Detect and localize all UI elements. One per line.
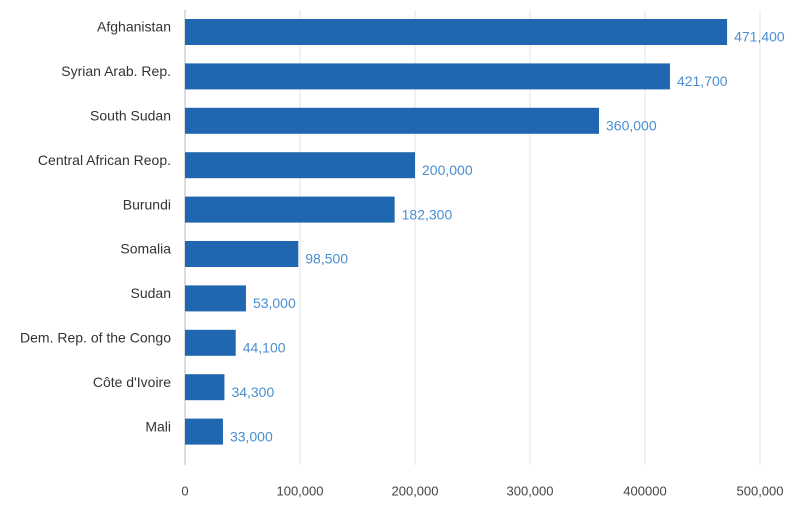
value-label: 360,000 xyxy=(606,118,657,134)
value-label: 33,000 xyxy=(230,428,273,444)
y-tick-label: Syrian Arab. Rep. xyxy=(61,63,171,79)
y-tick-label: Somalia xyxy=(120,241,171,257)
x-tick-label: 500,000 xyxy=(737,483,784,498)
bar xyxy=(185,329,236,356)
y-tick-label: Sudan xyxy=(131,285,171,301)
bar xyxy=(185,152,415,179)
x-tick-label: 200,000 xyxy=(392,483,439,498)
x-tick-label: 300,000 xyxy=(507,483,554,498)
y-tick-label: Burundi xyxy=(123,196,171,212)
value-label: 200,000 xyxy=(422,162,473,178)
bar xyxy=(185,418,223,445)
y-tick-label: Côte d'Ivoire xyxy=(93,374,171,390)
value-label: 471,400 xyxy=(734,29,785,45)
value-label: 44,100 xyxy=(243,340,286,356)
bar xyxy=(185,374,225,401)
y-tick-label: Afghanistan xyxy=(97,19,171,35)
x-tick-label: 100,000 xyxy=(277,483,324,498)
value-label: 182,300 xyxy=(402,206,453,222)
value-label: 53,000 xyxy=(253,295,296,311)
bar xyxy=(185,107,599,134)
x-tick-label: 0 xyxy=(181,483,188,498)
value-label: 421,700 xyxy=(677,73,728,89)
bar xyxy=(185,63,670,90)
value-label: 98,500 xyxy=(305,251,348,267)
bar xyxy=(185,19,728,45)
bar xyxy=(185,196,395,223)
bar xyxy=(185,241,299,267)
y-tick-label: Central African Reop. xyxy=(38,152,171,168)
x-tick-label: 400000 xyxy=(623,483,666,498)
bar xyxy=(185,285,246,312)
value-label: 34,300 xyxy=(231,384,274,400)
y-tick-label: Mali xyxy=(145,418,171,434)
y-tick-label: South Sudan xyxy=(90,108,171,124)
y-tick-label: Dem. Rep. of the Congo xyxy=(20,330,171,346)
